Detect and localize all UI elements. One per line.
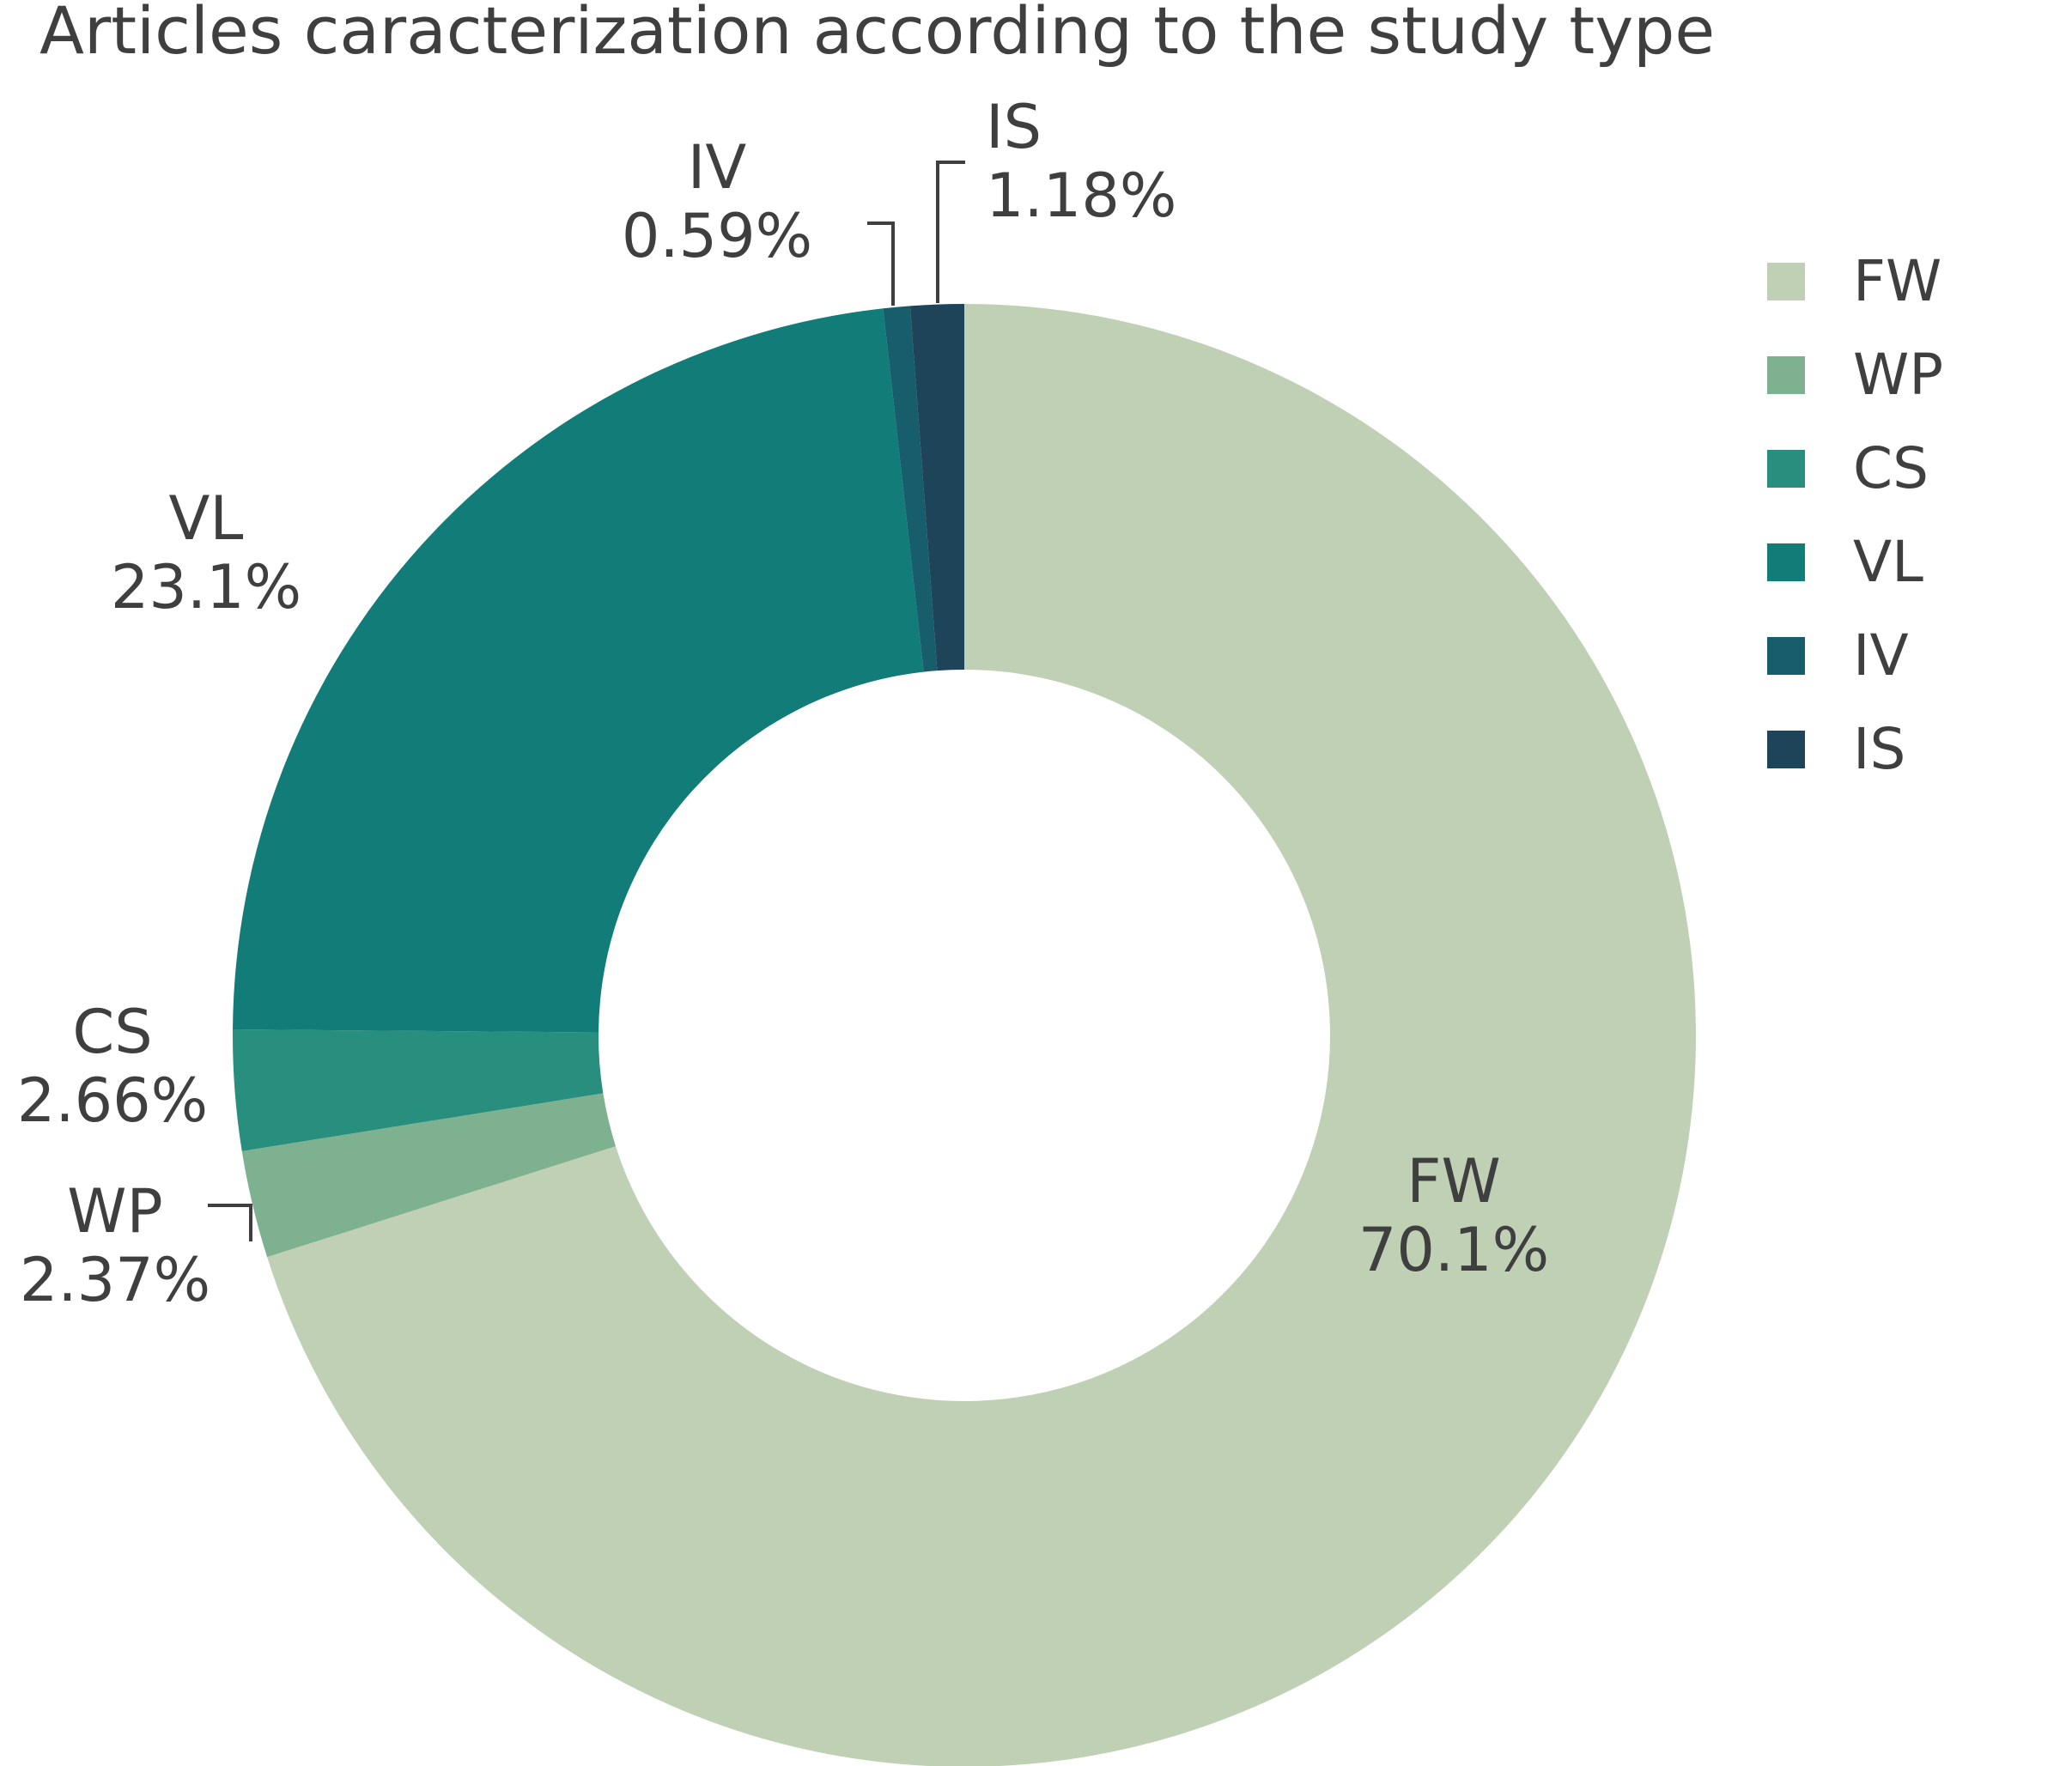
slices-group [233, 304, 1696, 1766]
slice-label-iv: IV 0.59% [622, 132, 812, 271]
legend-swatch-is [1767, 731, 1805, 768]
legend-label-is: IS [1853, 716, 1905, 782]
leader-line-iv [867, 222, 895, 306]
legend-item-is[interactable]: IS [1767, 716, 1905, 782]
legend-item-fw[interactable]: FW [1767, 248, 1941, 314]
legend-label-wp: WP [1853, 342, 1943, 408]
legend-label-vl: VL [1853, 529, 1923, 595]
legend: FW WP CS VL IV IS [1767, 248, 1943, 782]
slice-label-fw: FW 70.1% [1358, 1146, 1549, 1285]
slice-is [909, 304, 964, 671]
leader-line-is [936, 161, 965, 303]
slice-fw [267, 304, 1696, 1766]
legend-item-vl[interactable]: VL [1767, 529, 1923, 595]
slice-cs [233, 1029, 604, 1151]
legend-label-iv: IV [1853, 622, 1909, 689]
leader-line-wp [208, 1204, 252, 1241]
legend-swatch-wp [1767, 356, 1805, 394]
slice-vl [233, 308, 924, 1033]
legend-swatch-cs [1767, 450, 1805, 488]
legend-item-cs[interactable]: CS [1767, 435, 1929, 501]
legend-swatch-iv [1767, 637, 1805, 675]
slice-label-wp: WP 2.37% [20, 1176, 210, 1315]
slice-iv [883, 306, 938, 672]
slice-wp [241, 1093, 617, 1258]
legend-item-iv[interactable]: IV [1767, 622, 1909, 689]
legend-item-wp[interactable]: WP [1767, 342, 1943, 408]
slice-label-cs: CS 2.66% [17, 997, 208, 1136]
legend-swatch-vl [1767, 543, 1805, 581]
slice-labels-group: FW 70.1% WP 2.37% CS 2.66% VL 23.1% IV 0.59% IS 1.1… [17, 92, 1549, 1315]
slice-label-vl: VL 23.1% [111, 483, 301, 622]
legend-label-fw: FW [1853, 248, 1941, 314]
chart-title: Articles caracterization according to th… [39, 0, 1715, 69]
legend-label-cs: CS [1853, 435, 1929, 501]
legend-swatch-fw [1767, 263, 1805, 300]
slice-label-is: IS 1.18% [986, 92, 1176, 231]
